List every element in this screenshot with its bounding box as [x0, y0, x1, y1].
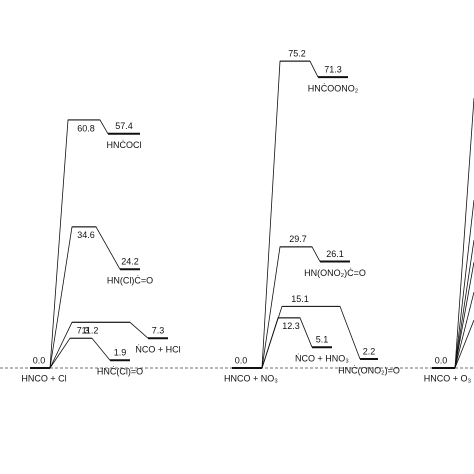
ts-energy: 7.3 — [77, 326, 90, 336]
reactant-energy: 0.0 — [33, 355, 46, 365]
reactant-name: HNCO + Cl — [21, 373, 66, 383]
reaction-path — [49, 321, 149, 369]
product-energy: 1.9 — [114, 348, 127, 358]
ts-energy: 29.7 — [289, 234, 307, 244]
ts-energy: 11.2 — [82, 326, 99, 336]
product-energy: 2.2 — [363, 346, 376, 356]
ts-energy: 34.6 — [77, 230, 95, 240]
product-name: HNĊ(ONO₂)=O — [338, 365, 400, 375]
product-energy: 71.3 — [324, 64, 342, 74]
product-name: HN(Cl)Ċ=O — [107, 276, 153, 286]
product-energy: 26.1 — [326, 249, 344, 259]
product-energy: 24.2 — [121, 257, 139, 267]
reactant-energy: 0.0 — [235, 355, 248, 365]
ts-energy: 60.8 — [77, 123, 95, 133]
reactant-energy: 0.0 — [435, 355, 448, 365]
reaction-path — [261, 246, 321, 369]
product-name: HNĊOONO₂ — [308, 83, 359, 93]
product-name: HNĊ(Cl)=O — [97, 367, 143, 377]
o3-partial-paths — [454, 97, 474, 369]
product-name: HNĊOCl — [107, 140, 142, 150]
product-name: ṄCO + HNO₃ — [295, 354, 349, 364]
reactant-name: HNCO + NO₃ — [224, 373, 278, 383]
reaction-path — [49, 337, 111, 369]
ts-energy: 12.3 — [282, 321, 300, 331]
product-name: HN(ONO₂)Ċ=O — [304, 268, 366, 278]
product-energy: 7.3 — [152, 326, 165, 336]
product-name: ṄCO + HCl — [135, 345, 180, 355]
reactant-name: HNCO + O₃ — [424, 373, 472, 383]
product-energy: 5.1 — [316, 335, 329, 345]
ts-energy: 75.2 — [288, 49, 306, 59]
product-energy: 57.4 — [115, 121, 133, 131]
ts-energy: 15.1 — [291, 294, 309, 304]
